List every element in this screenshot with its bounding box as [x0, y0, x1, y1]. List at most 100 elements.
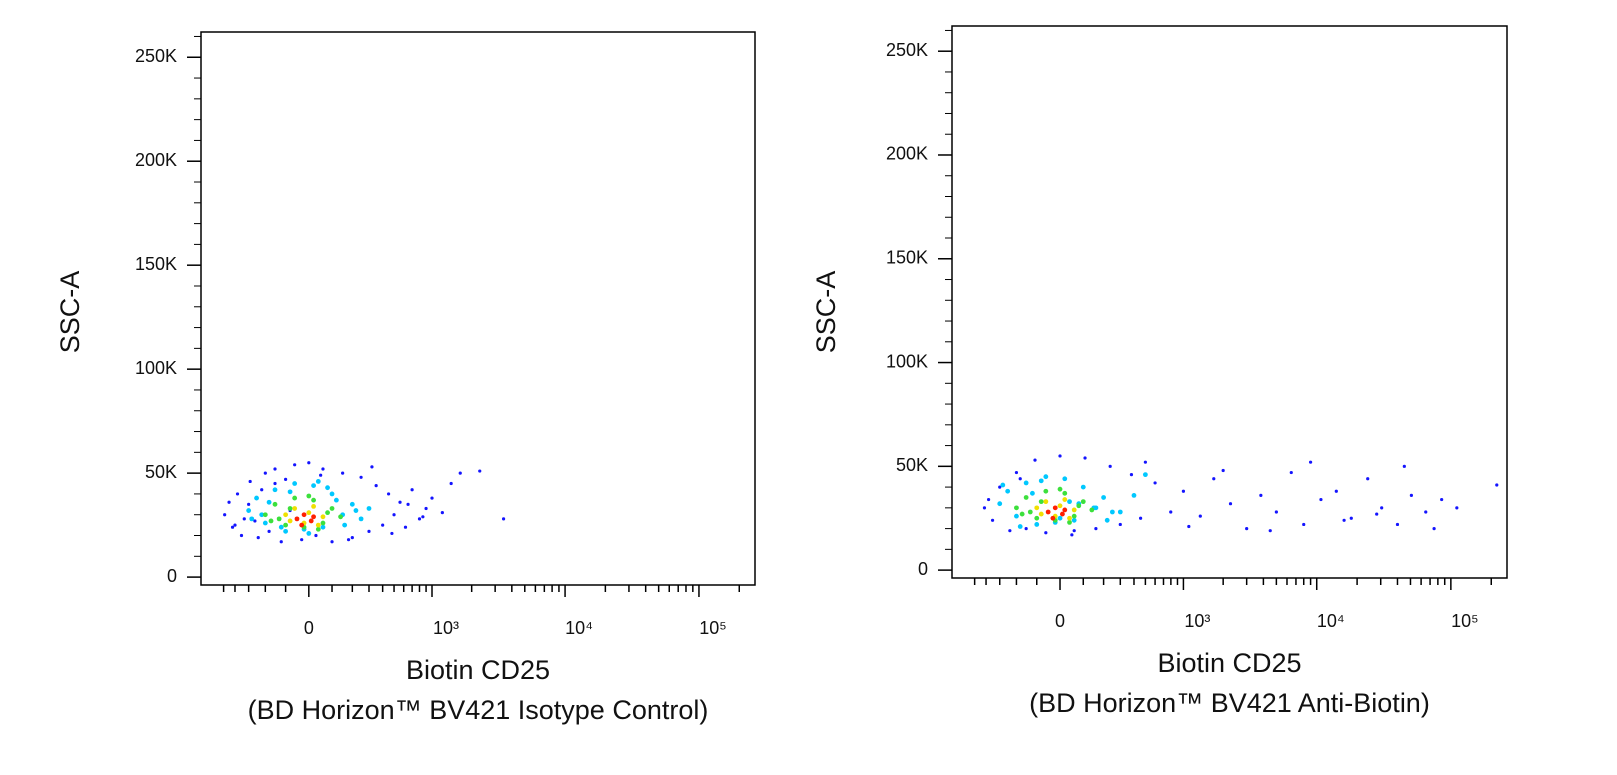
event-dot [1198, 514, 1202, 518]
y-tick-label: 50K [896, 455, 928, 475]
event-dot [990, 518, 995, 522]
event-dot [1409, 493, 1414, 497]
event-dot [233, 523, 237, 527]
event-dot [299, 522, 305, 528]
event-dot [997, 501, 1003, 507]
y-tick-label: 0 [167, 566, 177, 586]
event-dot [381, 523, 385, 527]
event-dot [358, 516, 364, 522]
event-dot [1495, 483, 1499, 487]
event-dot [1440, 497, 1444, 502]
event-dot [390, 531, 394, 536]
event-dot [254, 495, 259, 501]
event-dot [306, 510, 312, 516]
event-dot [1057, 486, 1063, 492]
plot-frame [200, 31, 756, 586]
event-dot [248, 479, 252, 484]
event-dot [1424, 510, 1428, 514]
event-dot [278, 524, 284, 530]
event-dot [1169, 510, 1173, 514]
event-dot [262, 520, 268, 526]
event-dot [1014, 505, 1019, 511]
y-tick-label: 50K [145, 462, 177, 482]
event-dot [1062, 497, 1068, 502]
event-dot [349, 501, 355, 507]
event-dot [458, 471, 462, 475]
event-dot [284, 477, 288, 481]
event-dot [1302, 522, 1306, 527]
event-dot [478, 469, 482, 473]
event-dot [311, 514, 316, 520]
event-dot [1000, 482, 1006, 488]
event-dot [1187, 524, 1191, 529]
event-dot [1024, 527, 1028, 531]
x-tick-label: 10³ [433, 618, 459, 638]
event-dot [1108, 464, 1112, 468]
event-dot [424, 506, 428, 511]
event-dot [1043, 499, 1049, 505]
event-dot [283, 512, 289, 518]
event-dot [301, 512, 307, 518]
event-dot [1045, 509, 1051, 515]
event-dot [1018, 477, 1022, 481]
event-dot [1101, 495, 1106, 500]
event-dot [1349, 516, 1353, 520]
event-dot [1060, 511, 1065, 517]
event-dot [1455, 506, 1459, 510]
event-dot [1067, 519, 1072, 525]
event-dot [1062, 476, 1068, 482]
event-dot [1181, 489, 1186, 493]
event-dot [398, 500, 402, 504]
event-dot [1043, 474, 1049, 480]
event-dot [1153, 481, 1157, 485]
event-dot [430, 496, 434, 500]
event-dot [1289, 470, 1293, 475]
event-dot [223, 513, 227, 517]
plot: 0 50K 100K 150K 200K 250K 0 10³ 10⁴ 10⁵ Biotin CD2… [55, 31, 756, 725]
y-tick-label: 100K [135, 358, 177, 378]
event-dot [314, 533, 318, 538]
event-dot [982, 506, 987, 510]
event-dot [329, 491, 335, 497]
event-dot [239, 533, 244, 538]
event-dot [367, 529, 371, 533]
event-dot [1093, 505, 1099, 511]
event-dot [1071, 507, 1077, 513]
event-dot [320, 520, 326, 526]
event-dot [1083, 456, 1087, 460]
event-dot [311, 483, 316, 489]
event-dot [247, 502, 251, 506]
event-dot [1044, 531, 1048, 535]
event-dot [325, 510, 330, 516]
event-dot [315, 526, 321, 532]
event-dot [276, 516, 282, 522]
event-dot [333, 497, 339, 503]
y-axis-label: SSC-A [811, 271, 841, 354]
event-dot [315, 479, 321, 484]
event-dot [1129, 473, 1134, 477]
event-dot [268, 518, 274, 524]
x-axis-label: (BD Horizon™ BV421 Isotype Control) [248, 695, 709, 725]
event-dot [1245, 527, 1249, 531]
event-dot [287, 518, 293, 524]
event-dot [353, 508, 359, 513]
event-dot [259, 512, 265, 518]
event-dot [998, 485, 1002, 489]
event-dot [311, 503, 316, 509]
event-dot [1274, 510, 1278, 514]
event-dot [319, 473, 323, 477]
event-dot [370, 465, 374, 469]
event-dot [320, 524, 326, 530]
event-dot [249, 516, 255, 522]
event-dot [321, 467, 325, 471]
event-dot [374, 484, 378, 488]
event-dot [1380, 506, 1384, 510]
event-dot [1221, 468, 1225, 473]
event-dot [1023, 495, 1029, 500]
event-dot [1080, 499, 1086, 505]
event-dot [501, 517, 506, 521]
event-dot [1375, 512, 1379, 516]
event-dot [1062, 490, 1068, 496]
event-dot [1334, 489, 1338, 493]
